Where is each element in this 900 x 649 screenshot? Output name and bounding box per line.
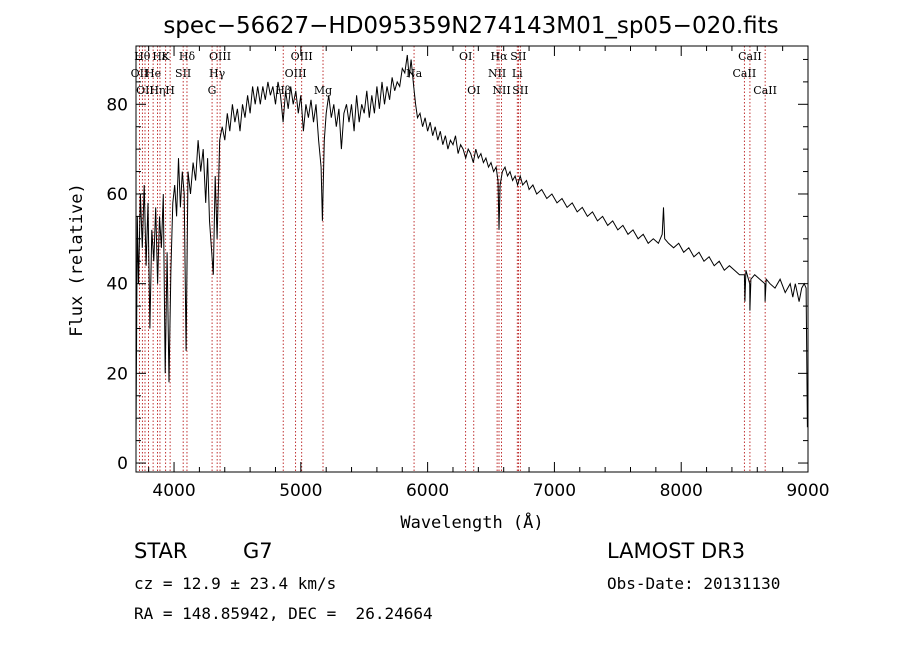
line-label: CaII — [733, 67, 757, 80]
line-label: K — [162, 50, 171, 63]
object-subclass: G7 — [243, 539, 273, 563]
line-label: Hη — [149, 84, 165, 97]
line-label: Hε — [152, 50, 168, 63]
x-axis-label: Wavelength (Å) — [400, 511, 543, 533]
line-label: SII — [175, 67, 191, 80]
line-label: CaII — [753, 84, 777, 97]
object-class: STAR — [134, 539, 188, 563]
x-tick-label: 9000 — [786, 481, 829, 501]
spectral-line-labels: OIIHθOIIHeHηHεKHSIIHδGHγOIIIHβOIIIOIIIMg… — [131, 50, 777, 97]
y-tick-label: 0 — [117, 454, 128, 474]
y-tick-label: 60 — [106, 185, 128, 205]
line-label: SII — [512, 84, 528, 97]
plot-frame — [135, 45, 809, 473]
x-tick-label: 5000 — [279, 481, 322, 501]
line-label: OI — [459, 50, 472, 63]
y-tick-label: 80 — [106, 95, 128, 115]
coordinates: RA = 148.85942, DEC = 26.24664 — [134, 604, 433, 623]
y-tick-label: 40 — [106, 275, 128, 295]
line-label: NII — [488, 67, 506, 80]
line-label: Hθ — [134, 50, 151, 63]
spectrum-series — [135, 54, 808, 441]
line-label: OIII — [209, 50, 231, 63]
x-tick-label: 6000 — [406, 481, 449, 501]
line-label: Mg — [314, 84, 332, 97]
x-tick-label: 4000 — [152, 481, 195, 501]
line-label: He — [145, 67, 161, 80]
y-tick-label: 20 — [106, 364, 128, 384]
line-label: OII — [136, 84, 154, 97]
line-label: CaII — [738, 50, 762, 63]
line-label: OII — [131, 67, 149, 80]
line-label: Hδ — [179, 50, 196, 63]
x-tick-label: 8000 — [660, 481, 703, 501]
line-label: SII — [510, 50, 526, 63]
observation-date: Obs-Date: 20131130 — [607, 574, 781, 593]
line-label: OIII — [291, 50, 313, 63]
redshift-velocity: cz = 12.9 ± 23.4 km/s — [134, 574, 337, 593]
line-label: OI — [467, 84, 480, 97]
x-tick-label: 7000 — [533, 481, 576, 501]
y-axis: 0 20 40 60 80 — [106, 58, 808, 474]
line-label: Hγ — [209, 67, 226, 80]
y-axis-label: Flux (relative) — [67, 183, 87, 337]
line-label: Li — [512, 67, 523, 80]
line-label: OIII — [285, 67, 307, 80]
line-label: G — [208, 84, 217, 97]
x-axis: 4000 5000 6000 7000 8000 9000 — [148, 46, 830, 501]
chart-title: spec−56627−HD095359N274143M01_sp05−020.f… — [163, 13, 778, 39]
line-label: H — [165, 84, 175, 97]
line-label: NII — [492, 84, 510, 97]
line-label: Hα — [490, 50, 508, 63]
survey-name: LAMOST DR3 — [607, 539, 746, 563]
